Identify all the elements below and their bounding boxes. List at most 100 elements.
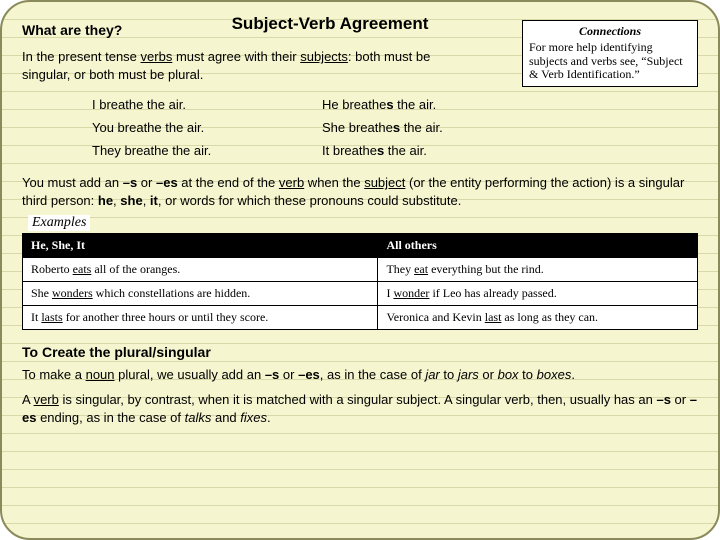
p-text: to <box>519 367 537 382</box>
table-header: All others <box>378 234 698 258</box>
p-text: ending, as in the case of <box>36 410 184 425</box>
p-bold: –s <box>265 367 279 382</box>
create-paragraph-2: A verb is singular, by contrast, when it… <box>22 391 698 427</box>
p-text: To make a <box>22 367 86 382</box>
table-cell: Roberto eats all of the oranges. <box>23 258 378 282</box>
example-text: I breathe the air. <box>92 97 186 112</box>
cell-text: which constellations are hidden. <box>93 286 251 300</box>
bold-s: s <box>393 120 400 135</box>
create-paragraph-1: To make a noun plural, we usually add an… <box>22 366 698 384</box>
table-cell: They eat everything but the rind. <box>378 258 698 282</box>
table-row: It lasts for another three hours or unti… <box>23 306 698 330</box>
intro-text: must agree with their <box>172 49 300 64</box>
rule-bold: –es <box>156 175 178 190</box>
p-italic: boxes <box>537 367 572 382</box>
table-cell: Veronica and Kevin last as long as they … <box>378 306 698 330</box>
p-text: is singular, by contrast, when it is mat… <box>59 392 657 407</box>
p-text: or <box>279 367 298 382</box>
document-page: Subject-Verb Agreement What are they? Co… <box>0 0 720 540</box>
table-cell: I wonder if Leo has already passed. <box>378 282 698 306</box>
rule-bold: it <box>150 193 158 208</box>
example-text: It breathe <box>322 143 377 158</box>
rule-bold: –s <box>123 175 137 190</box>
example-text: the air. <box>400 120 443 135</box>
cell-text: as long as they can. <box>501 310 598 324</box>
cell-text: Veronica and Kevin <box>386 310 484 324</box>
rule-text: , or words for which these pronouns coul… <box>158 193 462 208</box>
rule-text: You must add an <box>22 175 123 190</box>
rule-text: or <box>137 175 156 190</box>
p-text: or <box>479 367 498 382</box>
examples-table-wrap: Examples He, She, It All others Roberto … <box>22 214 698 330</box>
p-italic: jars <box>458 367 479 382</box>
table-header: He, She, It <box>23 234 378 258</box>
cell-text: everything but the rind. <box>428 262 544 276</box>
p-noun: noun <box>86 367 115 382</box>
examples-grid: I breathe the air. He breathes the air. … <box>92 97 698 158</box>
bold-s: s <box>386 97 393 112</box>
cell-verb: eats <box>73 262 92 276</box>
cell-verb: lasts <box>41 310 62 324</box>
p-italic: fixes <box>240 410 267 425</box>
rule-text: at the end of the <box>178 175 279 190</box>
examples-label: Examples <box>28 215 90 231</box>
p-italic: jar <box>425 367 439 382</box>
rule-bold: he <box>98 193 113 208</box>
p-text: and <box>211 410 240 425</box>
cell-verb: wonders <box>52 286 93 300</box>
p-text: , as in the case of <box>320 367 426 382</box>
p-text: plural, we usually add an <box>115 367 265 382</box>
examples-table: He, She, It All others Roberto eats all … <box>22 233 698 330</box>
p-bold: –es <box>298 367 320 382</box>
table-header-row: He, She, It All others <box>23 234 698 258</box>
example-text: She breathe <box>322 120 393 135</box>
cell-text: Roberto <box>31 262 73 276</box>
p-text: or <box>671 392 690 407</box>
intro-text: In the present tense <box>22 49 141 64</box>
rule-verb: verb <box>279 175 304 190</box>
table-row: She wonders which constellations are hid… <box>23 282 698 306</box>
cell-text: if Leo has already passed. <box>429 286 556 300</box>
example-cell: It breathes the air. <box>322 143 552 158</box>
cell-verb: last <box>485 310 502 324</box>
p-text: . <box>571 367 575 382</box>
p-verb: verb <box>34 392 59 407</box>
example-text: You breathe the air. <box>92 120 204 135</box>
p-italic: talks <box>185 410 212 425</box>
cell-text: She <box>31 286 52 300</box>
example-cell: He breathes the air. <box>322 97 552 112</box>
intro-paragraph: In the present tense verbs must agree wi… <box>22 48 472 83</box>
callout-body: For more help identifying subjects and v… <box>529 41 691 82</box>
rule-paragraph: You must add an –s or –es at the end of … <box>22 174 698 210</box>
example-text: the air. <box>394 97 437 112</box>
connections-callout: Connections For more help identifying su… <box>522 20 698 87</box>
cell-text: all of the oranges. <box>91 262 180 276</box>
example-cell: They breathe the air. <box>92 143 322 158</box>
example-text: They breathe the air. <box>92 143 211 158</box>
p-bold: –s <box>656 392 670 407</box>
p-text: . <box>267 410 271 425</box>
example-cell: I breathe the air. <box>92 97 322 112</box>
example-text: the air. <box>384 143 427 158</box>
rule-text: , <box>143 193 150 208</box>
table-cell: She wonders which constellations are hid… <box>23 282 378 306</box>
p-italic: box <box>498 367 519 382</box>
example-cell: You breathe the air. <box>92 120 322 135</box>
cell-text: for another three hours or until they sc… <box>63 310 269 324</box>
create-heading: To Create the plural/singular <box>22 344 698 360</box>
rule-text: when the <box>304 175 364 190</box>
example-cell: She breathes the air. <box>322 120 552 135</box>
cell-text: It <box>31 310 41 324</box>
rule-bold: she <box>120 193 142 208</box>
intro-verbs: verbs <box>141 49 173 64</box>
table-row: Roberto eats all of the oranges. They ea… <box>23 258 698 282</box>
table-cell: It lasts for another three hours or unti… <box>23 306 378 330</box>
cell-text: They <box>386 262 414 276</box>
p-text: to <box>440 367 458 382</box>
example-text: He breathe <box>322 97 386 112</box>
rule-subject: subject <box>364 175 405 190</box>
cell-verb: eat <box>414 262 428 276</box>
cell-verb: wonder <box>393 286 429 300</box>
p-text: A <box>22 392 34 407</box>
intro-subjects: subjects <box>300 49 348 64</box>
